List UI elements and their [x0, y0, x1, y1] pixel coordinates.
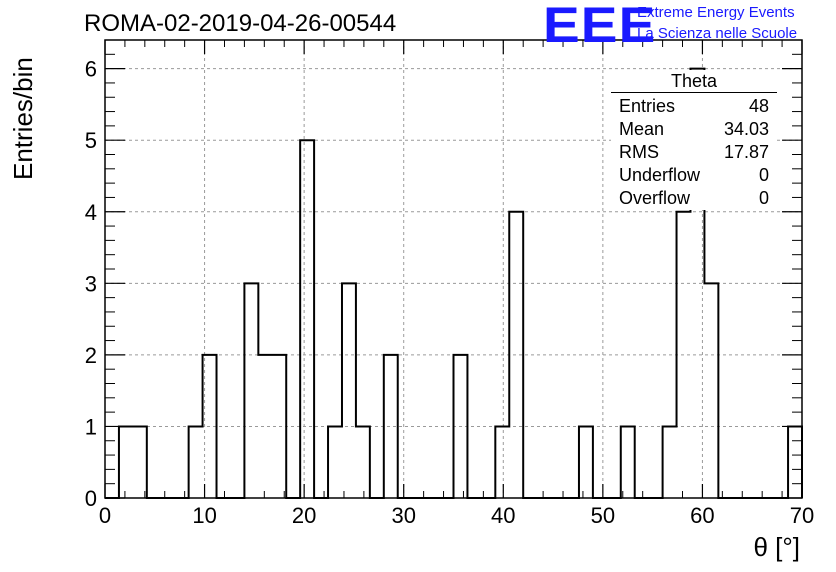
stats-value: 34.03: [723, 119, 769, 139]
stats-label: Mean: [619, 119, 665, 139]
x-tick-label: 60: [690, 503, 714, 528]
histogram-bin: [244, 283, 258, 498]
stats-value: 0: [758, 165, 769, 185]
stats-label: RMS: [619, 142, 659, 162]
x-tick-label: 20: [292, 503, 316, 528]
y-axis-label: Entries/bin: [8, 57, 38, 180]
histogram-bin: [342, 283, 356, 498]
histogram-bin: [704, 283, 718, 498]
y-tick-label: 4: [85, 200, 97, 225]
y-tick-label: 6: [85, 57, 97, 82]
logo-subtitle-2: La Scienza nelle Scuole: [637, 25, 798, 42]
histogram-bin: [119, 426, 133, 498]
histogram-bin: [663, 426, 677, 498]
stats-value: 0: [758, 188, 769, 208]
stats-label: Overflow: [619, 188, 691, 208]
plot-title: ROMA-02-2019-04-26-00544: [84, 10, 397, 37]
x-tick-label: 70: [790, 503, 814, 528]
stats-row-underflow: Underflow 0: [611, 164, 777, 187]
y-tick-label: 0: [85, 486, 97, 511]
stats-box: Theta Entries 48 Mean 34.03 RMS 17.87 Under…: [611, 70, 777, 210]
histogram-bin: [258, 355, 272, 498]
x-tick-label: 10: [192, 503, 216, 528]
histogram-bin: [300, 140, 314, 498]
x-tick-label: 40: [491, 503, 515, 528]
histogram-bin: [189, 426, 203, 498]
stats-value: 48: [748, 96, 769, 116]
histogram-bin: [356, 426, 370, 498]
y-tick-label: 3: [85, 271, 97, 296]
x-axis-label: θ [°]: [753, 532, 800, 562]
histogram-bin: [621, 426, 635, 498]
stats-label: Entries: [619, 96, 676, 116]
y-tick-label: 1: [85, 414, 97, 439]
stats-row-entries: Entries 48: [611, 95, 777, 118]
histogram-bin: [788, 426, 802, 498]
y-tick-label: 2: [85, 343, 97, 368]
logo-subtitle-1: Extreme Energy Events: [637, 4, 795, 21]
stats-label: Underflow: [619, 165, 701, 185]
x-tick-label: 50: [591, 503, 615, 528]
stats-row-mean: Mean 34.03: [611, 118, 777, 141]
y-tick-label: 5: [85, 128, 97, 153]
axis-tick-labels: 0 10 20 30 40 50 60 70 0 1 2 3 4 5 6: [85, 57, 814, 528]
stats-value: 17.87: [723, 142, 769, 162]
x-tick-label: 0: [99, 503, 111, 528]
stats-row-overflow: Overflow 0: [611, 187, 777, 210]
eee-logo: EEE: [543, 0, 657, 53]
x-tick-label: 30: [391, 503, 415, 528]
histogram-bin: [495, 426, 509, 498]
stats-title: Theta: [611, 70, 777, 93]
histogram-bin: [133, 426, 147, 498]
histogram-bin: [579, 426, 593, 498]
axis-ticks: [104, 40, 803, 499]
histogram-bin: [328, 426, 342, 498]
stats-row-rms: RMS 17.87: [611, 141, 777, 164]
